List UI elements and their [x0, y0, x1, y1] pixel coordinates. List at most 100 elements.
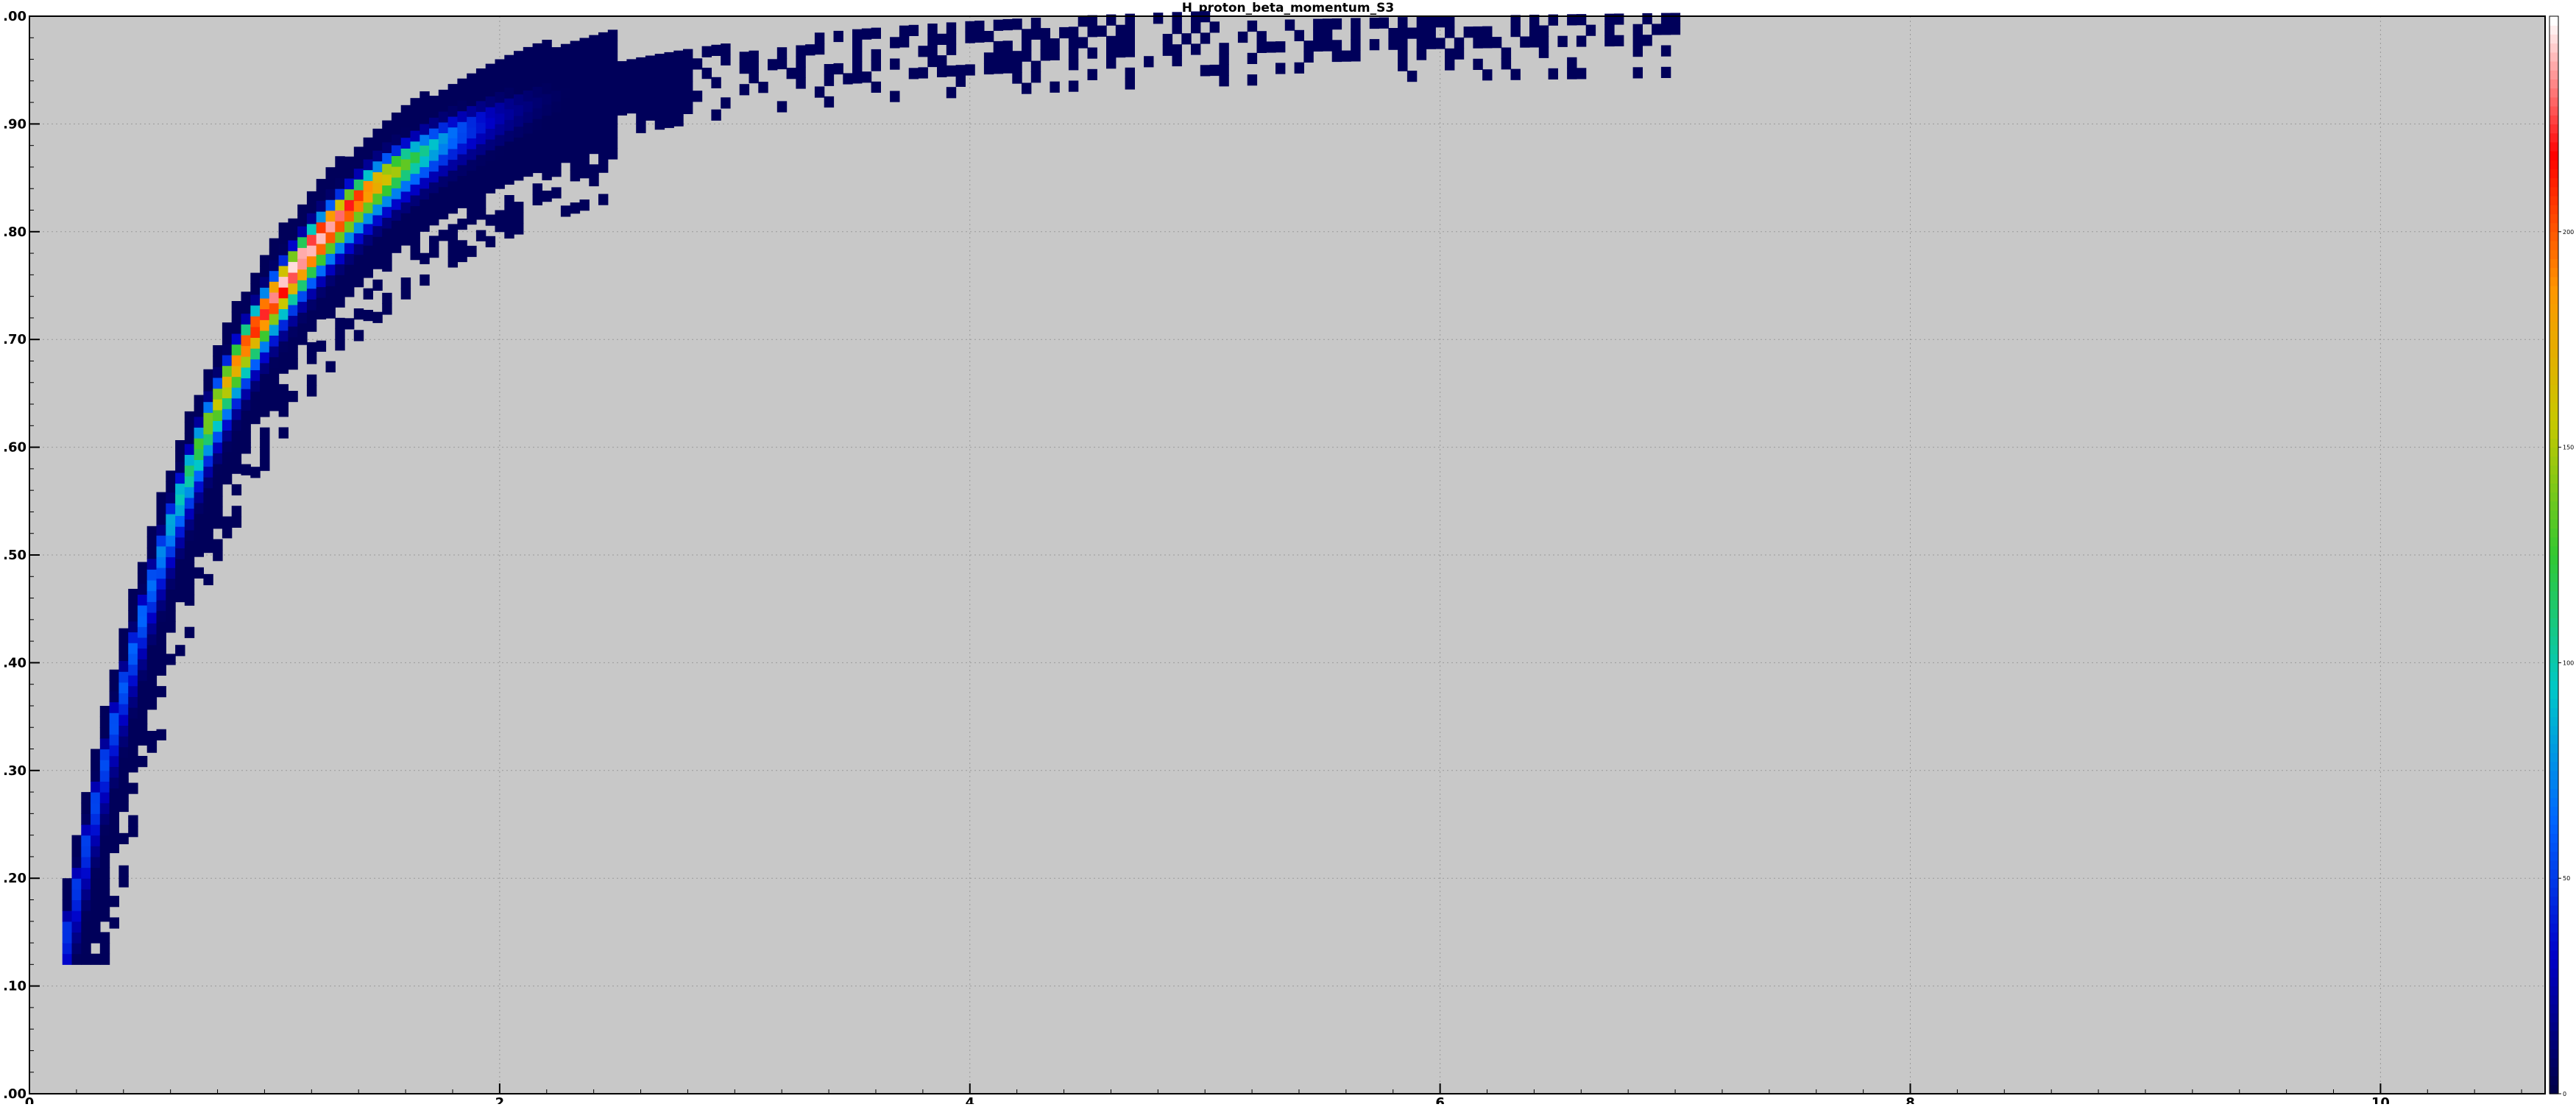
y-tick-label: .90: [3, 116, 26, 132]
heatmap-cell: [363, 288, 373, 300]
heatmap-cell: [109, 841, 119, 854]
heatmap-cell: [316, 254, 327, 266]
heatmap-cell: [400, 223, 411, 235]
heatmap-cell: [485, 171, 496, 183]
heatmap-cell: [1115, 24, 1126, 36]
heatmap-cell: [137, 573, 148, 584]
heatmap-cell: [1406, 27, 1418, 39]
heatmap-cell: [993, 52, 1004, 63]
heatmap-cell: [871, 49, 881, 61]
heatmap-cell: [62, 899, 73, 911]
heatmap-cell: [297, 322, 308, 334]
heatmap-cell: [156, 664, 166, 676]
colorbar-segment: [2550, 348, 2558, 358]
heatmap-cell: [297, 236, 308, 248]
heatmap-cell: [213, 464, 223, 475]
heatmap-cell: [1482, 69, 1493, 81]
heatmap-cell: [288, 391, 298, 403]
heatmap-cell: [410, 152, 420, 163]
heatmap-cell: [438, 197, 449, 209]
heatmap-cell: [551, 144, 562, 156]
heatmap-cell: [607, 148, 618, 160]
heatmap-cell: [579, 102, 590, 114]
heatmap-cell: [203, 412, 213, 424]
heatmap-cell: [372, 150, 383, 162]
heatmap-cell: [495, 145, 505, 157]
heatmap-cell: [250, 316, 261, 328]
heatmap-cell: [335, 177, 345, 189]
heatmap-cell: [81, 943, 91, 955]
heatmap-cell: [1351, 18, 1361, 29]
heatmap-cell: [335, 221, 345, 233]
heatmap-cell: [175, 526, 185, 538]
colorbar-segment: [2550, 779, 2558, 789]
colorbar-segment: [2550, 923, 2558, 933]
heatmap-cell: [118, 704, 129, 715]
heatmap-cell: [109, 788, 119, 799]
heatmap-cell: [184, 551, 195, 563]
heatmap-cell: [269, 335, 280, 347]
heatmap-cell: [1012, 72, 1022, 84]
colorbar-segment: [2550, 294, 2558, 304]
heatmap-cell: [372, 247, 383, 259]
heatmap-cell: [363, 213, 373, 224]
heatmap-cell: [475, 100, 486, 113]
heatmap-cell: [1491, 37, 1502, 49]
heatmap-cell: [353, 189, 364, 202]
heatmap-cell: [429, 236, 439, 247]
heatmap-cell: [749, 61, 759, 73]
heatmap-cell: [194, 567, 204, 579]
heatmap-cell: [118, 660, 129, 672]
heatmap-cell: [156, 513, 166, 526]
heatmap-cell: [250, 294, 261, 306]
heatmap-cell: [598, 129, 609, 141]
heatmap-cell: [560, 141, 571, 152]
heatmap-cell: [118, 790, 129, 802]
heatmap-cell: [410, 238, 420, 250]
heatmap-cell: [325, 188, 336, 200]
heatmap-cell: [241, 378, 251, 389]
heatmap-cell: [288, 304, 298, 316]
colorbar-segment: [2550, 519, 2558, 528]
heatmap-cell: [260, 276, 270, 288]
heatmap-cell: [645, 55, 656, 67]
heatmap-cell: [833, 63, 843, 75]
heatmap-cell: [146, 698, 158, 710]
heatmap-cell: [607, 83, 618, 95]
heatmap-cell: [1632, 24, 1643, 35]
colorbar-segment: [2550, 474, 2558, 484]
heatmap-cell: [288, 229, 298, 241]
heatmap-cell: [871, 27, 881, 39]
colorbar-segment: [2550, 1039, 2558, 1050]
heatmap-cell: [184, 443, 195, 455]
heatmap-cell: [955, 75, 966, 87]
heatmap-cell: [532, 65, 542, 77]
heatmap-cell: [410, 163, 420, 174]
heatmap-cell: [1642, 35, 1652, 46]
heatmap-cell: [146, 548, 158, 559]
heatmap-cell: [899, 25, 910, 37]
heatmap-cell: [344, 264, 355, 276]
heatmap-cell: [109, 896, 119, 908]
heatmap-cell: [213, 550, 223, 562]
heatmap-cell: [71, 856, 82, 869]
heatmap-cell: [1426, 38, 1436, 49]
heatmap-cell: [372, 225, 383, 237]
heatmap-cell: [485, 74, 496, 86]
heatmap-cell: [721, 54, 731, 66]
heatmap-cell: [260, 330, 270, 342]
heatmap-cell: [71, 910, 82, 922]
heatmap-cell: [241, 356, 251, 368]
heatmap-cell: [194, 406, 204, 417]
heatmap-cell: [335, 328, 345, 340]
heatmap-cell: [400, 116, 411, 127]
heatmap-cell: [589, 46, 599, 57]
heatmap-cell: [607, 72, 618, 85]
heatmap-cell: [1068, 80, 1079, 92]
heatmap-cell: [269, 367, 280, 379]
heatmap-cell: [382, 228, 392, 240]
heatmap-cell: [269, 324, 280, 336]
heatmap-cell: [495, 70, 505, 82]
heatmap-cell: [278, 265, 289, 277]
heatmap-cell: [447, 256, 458, 268]
